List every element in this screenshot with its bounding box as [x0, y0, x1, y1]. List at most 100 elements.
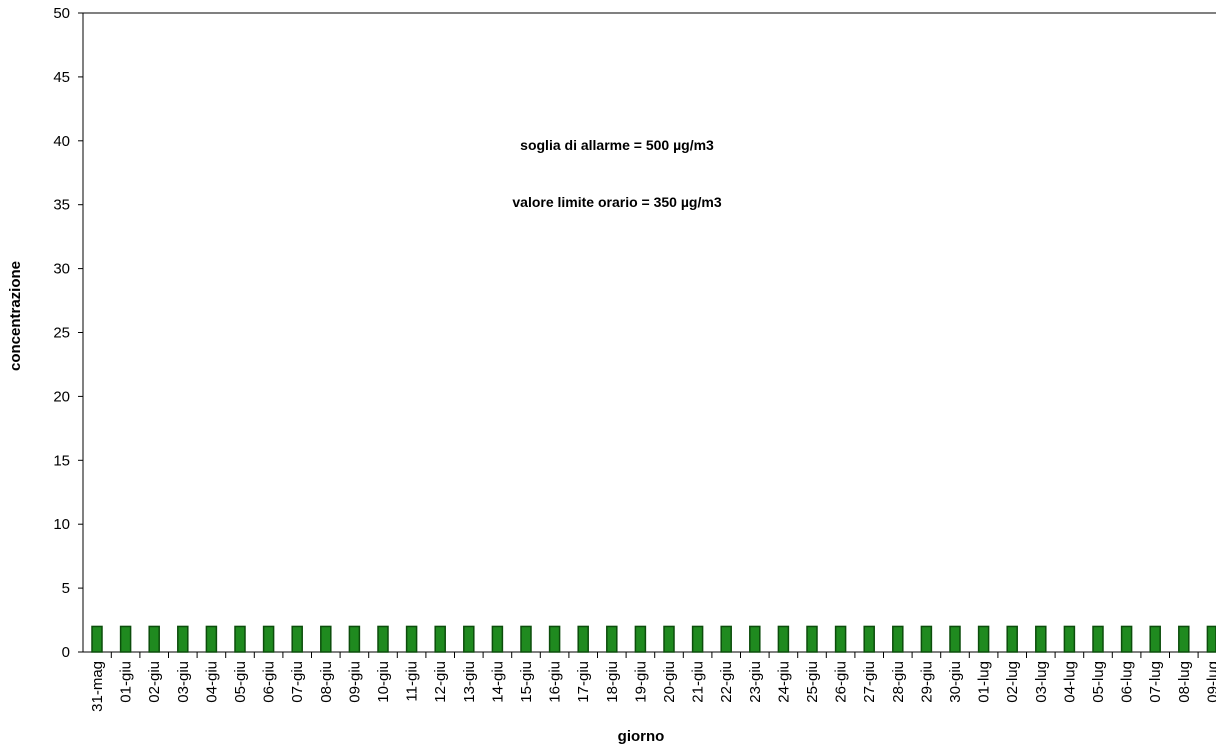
x-tick-label: 30-giu — [947, 661, 964, 703]
y-tick-label: 30 — [53, 261, 70, 278]
x-tick-label: 13-giu — [461, 661, 478, 703]
bar — [1092, 625, 1104, 653]
bar — [148, 625, 160, 653]
bar — [262, 625, 275, 653]
x-tick-label: 14-giu — [489, 661, 506, 703]
bar — [949, 625, 961, 653]
x-tick-label: 03-lug — [1033, 661, 1050, 703]
bar — [1206, 625, 1216, 653]
y-tick-label: 10 — [53, 516, 70, 533]
x-tick-label: 22-giu — [718, 661, 735, 703]
x-tick-label: 01-giu — [118, 661, 135, 703]
bar — [234, 625, 246, 653]
x-tick-label: 08-lug — [1176, 661, 1193, 703]
x-tick-label: 28-giu — [890, 661, 907, 703]
x-ticks — [110, 652, 1199, 658]
x-tick-label: 20-giu — [661, 661, 678, 703]
y-tick-label: 25 — [53, 325, 70, 342]
bar — [749, 625, 761, 653]
bar — [606, 625, 618, 653]
bar — [405, 625, 418, 653]
y-tick-label: 20 — [53, 388, 70, 405]
bar — [434, 625, 446, 653]
x-tick-label: 02-lug — [1004, 661, 1021, 703]
x-tick-label: 05-giu — [232, 661, 249, 703]
bar — [892, 625, 904, 653]
bar — [720, 625, 732, 653]
x-tick-label: 04-lug — [1061, 661, 1078, 703]
bar — [1063, 625, 1076, 653]
y-tick-label: 0 — [62, 644, 70, 661]
bar — [177, 625, 189, 653]
bar — [463, 625, 475, 653]
x-tick-label: 06-lug — [1119, 661, 1136, 703]
x-tick-label: 23-giu — [747, 661, 764, 703]
bar — [920, 625, 933, 653]
x-tick-label: 03-giu — [175, 661, 192, 703]
x-tick-label: 08-giu — [318, 661, 335, 703]
bar — [634, 625, 647, 653]
x-axis-title: giorno — [618, 728, 665, 745]
y-tick-label: 50 — [53, 5, 70, 22]
x-tick-label: 01-lug — [976, 661, 993, 703]
bar — [91, 625, 103, 653]
y-axis-title: concentrazione — [7, 261, 24, 371]
bar — [119, 625, 132, 653]
y-tick-label: 15 — [53, 452, 70, 469]
bar — [806, 625, 818, 653]
bar — [291, 625, 303, 653]
x-tick-label: 21-giu — [690, 661, 707, 703]
bar — [1178, 625, 1190, 653]
x-tick-label: 27-giu — [861, 661, 878, 703]
bar — [1149, 625, 1161, 653]
bar — [205, 625, 218, 653]
bar — [1120, 625, 1133, 653]
bar — [548, 625, 561, 653]
plot-frame — [82, 12, 1216, 653]
x-tick-label: 29-giu — [918, 661, 935, 703]
y-tick-label: 5 — [62, 580, 70, 597]
x-tick-label: 02-giu — [146, 661, 163, 703]
bar — [348, 625, 361, 653]
x-tick-label: 10-giu — [375, 661, 392, 703]
x-tick-label: 06-giu — [261, 661, 278, 703]
bar — [491, 625, 504, 653]
bar — [863, 625, 875, 653]
bar — [777, 625, 790, 653]
x-tick-label: 26-giu — [833, 661, 850, 703]
x-tick-label: 16-giu — [547, 661, 564, 703]
x-tick-label: 25-giu — [804, 661, 821, 703]
x-tick-label: 07-lug — [1147, 661, 1164, 703]
y-tick-label: 40 — [53, 133, 70, 150]
bar — [520, 625, 532, 653]
x-tick-label: 17-giu — [575, 661, 592, 703]
bar — [577, 625, 589, 653]
bar — [377, 625, 389, 653]
bar — [691, 625, 704, 653]
bars — [91, 625, 1216, 653]
y-tick-label: 35 — [53, 197, 70, 214]
x-tick-label: 19-giu — [632, 661, 649, 703]
bar — [834, 625, 847, 653]
x-tick-label: 12-giu — [432, 661, 449, 703]
alarm-threshold-annotation: soglia di allarme = 500 µg/m3 — [520, 137, 714, 153]
x-tick-label: 09-lug — [1204, 661, 1216, 703]
x-tick-label: 15-giu — [518, 661, 535, 703]
x-tick-label: 05-lug — [1090, 661, 1107, 703]
x-tick-label: 09-giu — [346, 661, 363, 703]
bar — [1035, 625, 1047, 653]
bar — [977, 625, 990, 653]
y-ticks: 0 5 10 15 20 25 30 35 40 45 50 — [53, 5, 83, 661]
bar — [663, 625, 675, 653]
bar — [320, 625, 332, 653]
x-tick-label: 07-giu — [289, 661, 306, 703]
hourly-limit-annotation: valore limite orario = 350 µg/m3 — [512, 194, 721, 210]
x-labels: 31-mag 01-giu 02-giu 03-giu 04-giu 05-giu 06-g… — [89, 661, 1216, 712]
y-tick-label: 45 — [53, 69, 70, 86]
x-tick-label: 24-giu — [775, 661, 792, 703]
x-tick-label: 11-giu — [404, 661, 421, 702]
bar — [1006, 625, 1018, 653]
x-tick-label: 18-giu — [604, 661, 621, 703]
x-tick-label: 31-mag — [89, 661, 106, 712]
